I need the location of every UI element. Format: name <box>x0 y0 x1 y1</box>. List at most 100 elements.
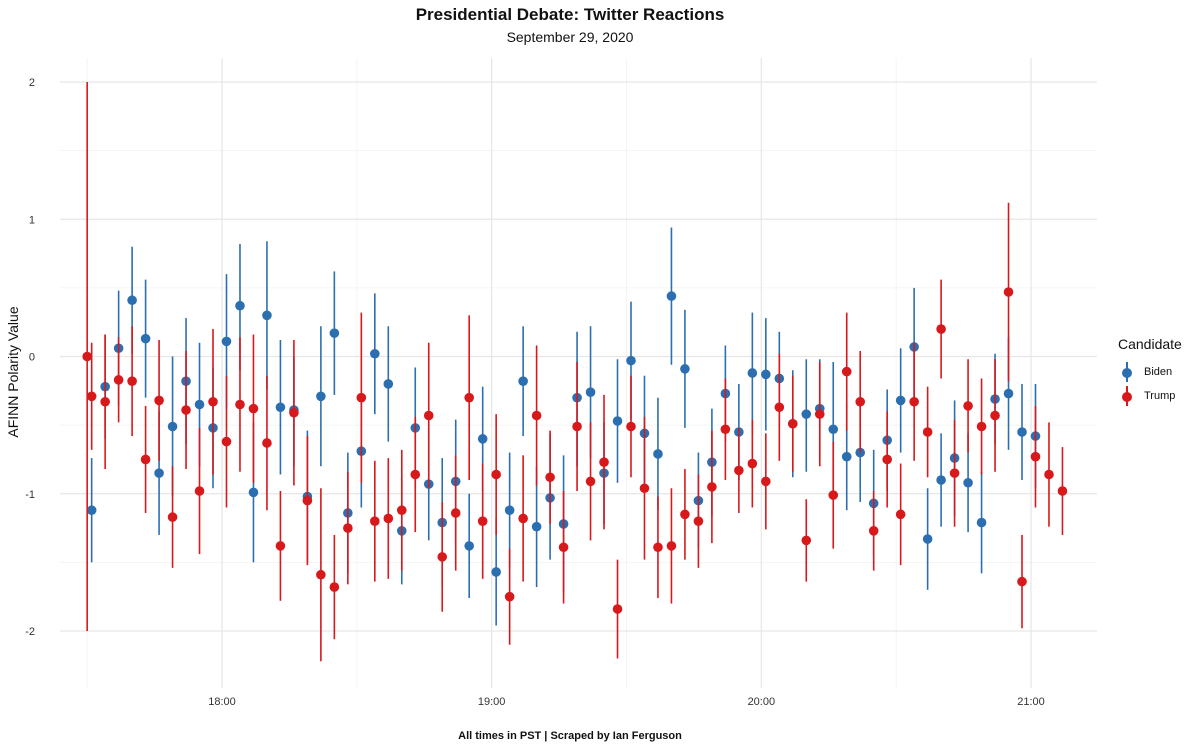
legend: Candidate Biden Trump <box>1118 336 1182 408</box>
data-point <box>1017 576 1027 587</box>
data-point <box>275 541 286 551</box>
data-point <box>558 542 569 553</box>
data-point <box>612 604 623 614</box>
data-point <box>410 469 421 480</box>
data-point <box>262 310 272 321</box>
data-point <box>747 368 758 378</box>
data-point <box>1057 486 1068 496</box>
data-point <box>909 396 919 407</box>
data-point <box>154 395 164 406</box>
data-point <box>194 399 205 410</box>
data-point <box>113 375 124 385</box>
data-point <box>491 469 501 480</box>
data-point <box>626 355 636 366</box>
data-point <box>814 409 825 419</box>
data-point <box>585 387 596 397</box>
y-tick-label: 2 <box>29 77 35 89</box>
data-point <box>761 476 771 487</box>
data-point <box>491 567 501 577</box>
y-tick-label: -2 <box>25 626 35 638</box>
data-point <box>248 487 259 498</box>
data-point <box>356 392 367 403</box>
data-point <box>370 516 380 526</box>
legend-key-trump <box>1118 386 1136 406</box>
y-tick-label: -1 <box>25 489 35 501</box>
data-point <box>477 516 488 526</box>
data-point <box>841 366 852 377</box>
data-point <box>235 399 245 410</box>
data-point <box>963 477 973 488</box>
data-point <box>585 476 596 487</box>
data-point <box>208 396 218 407</box>
data-point <box>127 376 137 387</box>
data-point <box>329 328 340 338</box>
data-point <box>855 396 866 407</box>
data-point <box>922 427 933 437</box>
data-point <box>248 403 259 414</box>
data-point <box>396 505 407 516</box>
data-point <box>936 324 946 334</box>
data-point <box>86 505 97 516</box>
data-point <box>140 333 151 344</box>
data-point <box>1030 451 1041 462</box>
data-point <box>653 542 663 553</box>
data-point <box>221 336 232 347</box>
data-point <box>680 509 690 520</box>
chart-title: Presidential Debate: Twitter Reactions <box>415 5 725 24</box>
data-point <box>572 421 582 432</box>
data-point <box>221 436 232 447</box>
data-point <box>761 369 771 380</box>
data-point <box>302 495 313 506</box>
legend-key-biden <box>1118 362 1136 382</box>
data-point <box>949 468 960 478</box>
data-point <box>828 424 839 435</box>
data-point <box>262 438 272 448</box>
data-point <box>693 516 704 526</box>
data-point <box>976 517 987 528</box>
data-point <box>895 509 906 520</box>
data-point <box>82 351 92 362</box>
data-point <box>1044 469 1054 480</box>
x-tick-label: 18:00 <box>208 696 236 708</box>
x-tick-label: 19:00 <box>478 696 506 708</box>
data-point <box>464 541 474 551</box>
data-point <box>383 513 394 524</box>
data-point <box>477 434 488 444</box>
data-point <box>1003 287 1014 297</box>
data-point <box>990 410 1000 421</box>
data-point <box>1003 388 1014 399</box>
legend-title: Candidate <box>1118 336 1182 352</box>
data-point <box>167 512 178 522</box>
data-point <box>963 401 973 411</box>
legend-item-biden: Biden <box>1118 360 1182 384</box>
data-point <box>518 513 528 524</box>
y-tick-label: 0 <box>29 352 35 364</box>
data-point <box>801 409 812 419</box>
chart-subtitle: September 29, 2020 <box>506 29 634 45</box>
legend-item-trump: Trump <box>1118 384 1182 408</box>
data-point <box>531 410 542 421</box>
data-point <box>841 451 852 462</box>
data-point <box>734 465 744 476</box>
data-point <box>437 552 448 562</box>
legend-label-trump: Trump <box>1144 390 1176 402</box>
data-point <box>774 402 785 413</box>
data-point <box>976 421 987 432</box>
chart-caption: All times in PST | Scraped by Ian Fergus… <box>458 730 682 742</box>
data-point <box>140 454 151 465</box>
data-point <box>127 295 137 306</box>
data-point <box>167 421 178 432</box>
data-point <box>86 391 97 402</box>
x-tick-label: 20:00 <box>748 696 776 708</box>
series-trump <box>82 82 1068 662</box>
data-point <box>626 421 636 432</box>
data-point <box>154 468 164 478</box>
data-point <box>504 505 515 516</box>
data-point <box>666 541 677 551</box>
x-tick-label: 21:00 <box>1017 696 1045 708</box>
data-point <box>531 521 542 532</box>
data-point <box>450 508 461 518</box>
data-point <box>181 405 191 415</box>
data-point <box>1017 427 1027 437</box>
data-point <box>235 300 245 311</box>
